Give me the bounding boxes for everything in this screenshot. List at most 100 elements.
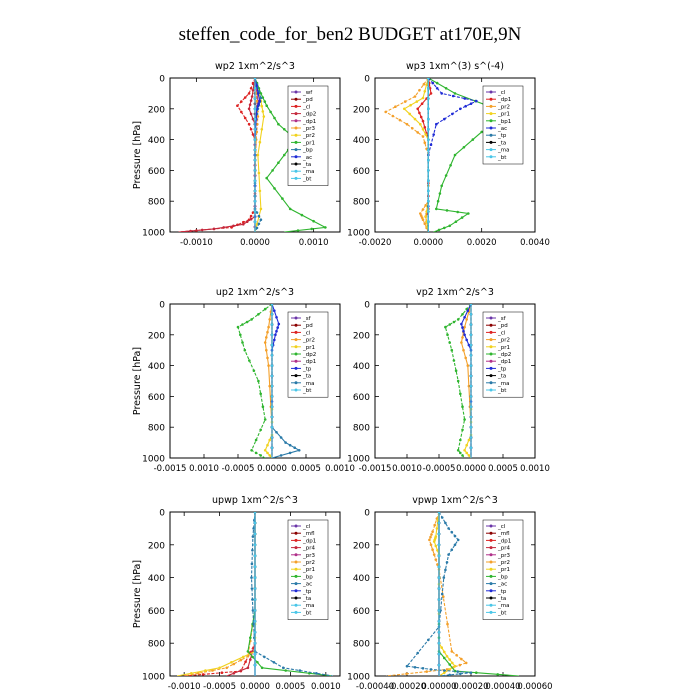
series-point (427, 189, 430, 193)
series-point (444, 568, 447, 572)
series-point (246, 655, 250, 658)
legend-marker (294, 133, 298, 137)
series-point (256, 661, 259, 664)
legend-entry: _ma (302, 169, 314, 175)
legend-marker (294, 352, 298, 356)
legend-entry: _pr1 (302, 140, 315, 146)
x-tick-label: 0.0005 (276, 682, 306, 692)
y-tick-label: 1000 (347, 673, 370, 683)
x-tick-label: 0.0010 (392, 464, 422, 474)
series-point (248, 103, 252, 106)
series-point (275, 431, 278, 434)
series-point (429, 143, 433, 146)
series-point (418, 89, 421, 92)
series-point (403, 107, 406, 111)
series-point (249, 128, 253, 131)
y-tick-label: 200 (148, 331, 165, 341)
series-point (458, 663, 462, 667)
series-point (469, 364, 473, 367)
panel-title: up2 1xm^2/s^3 (216, 287, 294, 298)
legend-marker (294, 169, 298, 173)
series-point (423, 126, 427, 129)
series-point (398, 118, 402, 122)
legend-marker (489, 133, 493, 137)
series-point (448, 323, 452, 326)
series-point (253, 512, 257, 514)
series-point (453, 543, 457, 547)
series-point (448, 658, 452, 661)
series-point (421, 218, 425, 221)
series-point (423, 222, 427, 226)
series-point (253, 532, 257, 536)
series-point (250, 95, 254, 98)
series-point (466, 309, 470, 313)
series-point (249, 214, 253, 218)
series-point (253, 631, 257, 634)
series-point (429, 92, 433, 95)
y-tick-label: 200 (353, 105, 370, 115)
series-point (427, 220, 430, 223)
series-point (197, 672, 200, 675)
panel-wp3: wp3 1xm^(3) s^(-4) 0 200 400 600 800 1000-0.00… (347, 61, 550, 248)
series-point (427, 169, 430, 172)
series-line-pr3 (254, 78, 259, 232)
series-point (480, 130, 484, 134)
series-point (277, 322, 281, 326)
series-point (298, 669, 302, 672)
series-point (461, 313, 464, 316)
x-tick-label: 0.00000 (421, 682, 456, 692)
legend-marker (294, 323, 298, 327)
series-group (444, 304, 473, 458)
y-tick-label: 0 (364, 301, 370, 311)
series-line-dp2 (444, 304, 472, 458)
series-point (438, 192, 442, 195)
series-point (435, 207, 438, 211)
series-point (251, 133, 255, 136)
series-point (263, 418, 267, 421)
series-point (465, 443, 469, 447)
series-point (296, 229, 300, 232)
series-point (257, 171, 261, 175)
series-point (270, 425, 274, 429)
series-point (460, 216, 464, 219)
legend-entry: _pr4 (302, 546, 316, 552)
legend-marker (489, 104, 493, 108)
legend-entry: _dp1 (302, 538, 316, 544)
series-point (275, 329, 278, 333)
x-tick-label: 0.0010 (311, 682, 341, 692)
legend-entry: _pr3 (302, 553, 316, 559)
legend-entry: _pr4 (497, 546, 511, 552)
series-point (461, 405, 464, 409)
legend-entry: _pr1 (302, 567, 315, 573)
series-point (413, 666, 417, 669)
series-point (448, 663, 452, 666)
series-point (270, 364, 274, 367)
series-point (254, 451, 258, 455)
legend-marker (489, 366, 493, 370)
series-point (459, 451, 462, 455)
series-point (248, 359, 251, 362)
legend-marker (489, 553, 493, 557)
series-point (462, 146, 466, 149)
x-tick-label: -0.0020 (359, 238, 392, 248)
series-point (465, 318, 469, 321)
series-point (445, 209, 449, 212)
series-point (437, 532, 441, 536)
legend-marker (489, 388, 493, 392)
series-point (469, 671, 473, 674)
series-point (190, 672, 193, 675)
series-point (273, 309, 276, 313)
series-point (463, 325, 466, 329)
series-point (462, 329, 465, 333)
series-point (249, 87, 253, 90)
legend-entry: _ma (497, 381, 509, 387)
series-point (268, 318, 272, 321)
y-tick-label: 1000 (142, 673, 165, 683)
x-tick-label: 0.0000 (240, 238, 270, 248)
series-point (449, 164, 452, 167)
series-point (425, 83, 428, 86)
x-tick-label: 0.00040 (485, 682, 520, 692)
legend-entry: _bt (302, 610, 312, 616)
series-point (252, 369, 256, 373)
series-point (284, 441, 287, 444)
